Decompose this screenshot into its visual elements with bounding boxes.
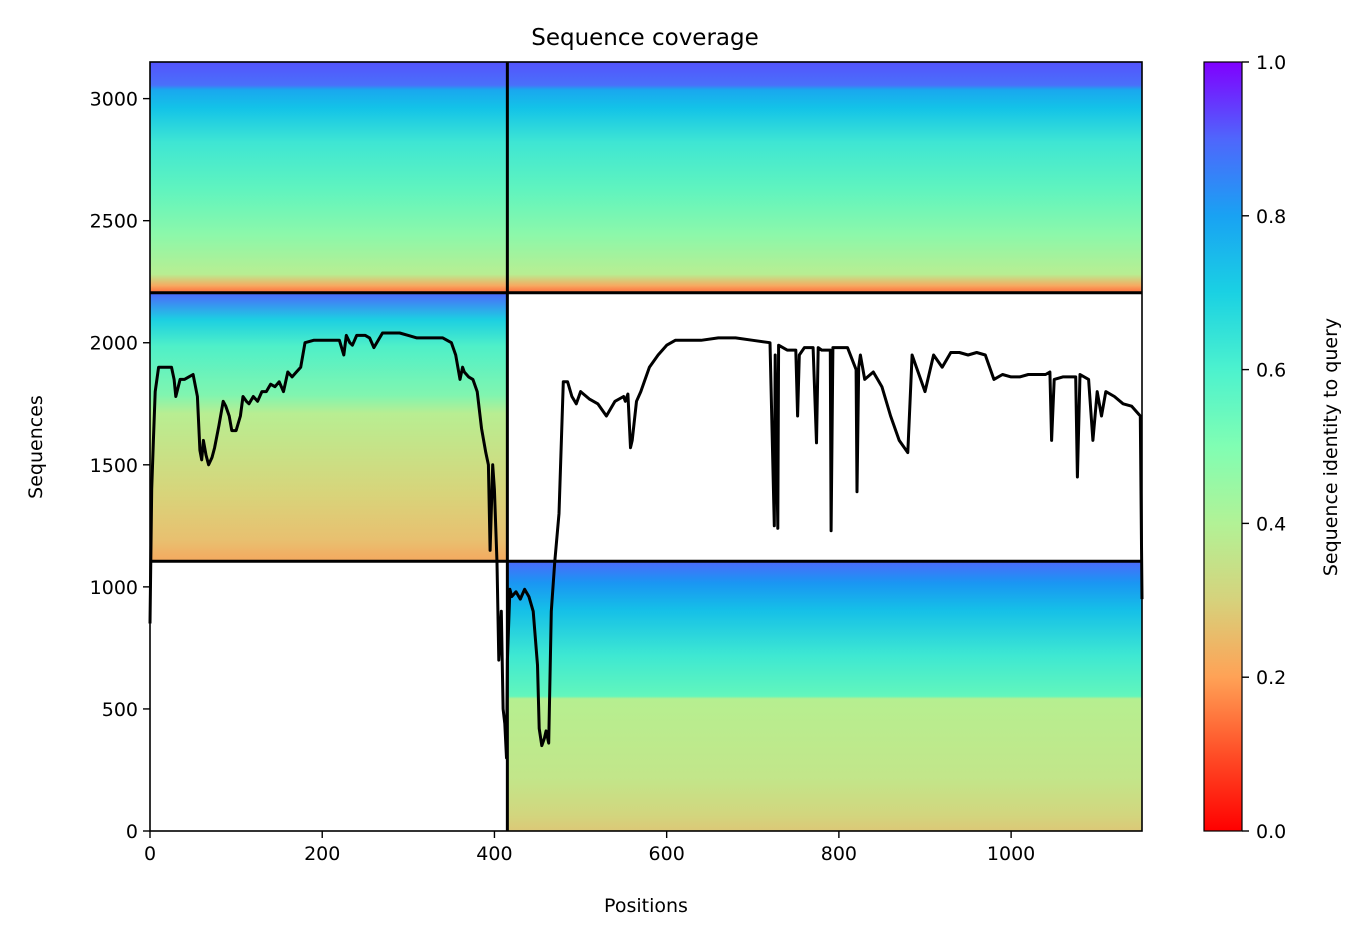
x-tick-label: 0 (144, 843, 156, 865)
colorbar (1203, 61, 1243, 832)
y-tick-label: 0 (126, 821, 138, 843)
coverage-blocks (150, 62, 1143, 831)
y-tick-label: 3000 (90, 89, 138, 111)
coverage-block (150, 292, 508, 562)
x-tick-label: 600 (649, 843, 685, 865)
chart-title: Sequence coverage (531, 25, 759, 51)
y-axis-ticks: 0 500 1000 1500 2000 2500 3000 (90, 89, 150, 843)
y-tick-label: 2500 (90, 211, 138, 233)
x-tick-label: 200 (304, 843, 340, 865)
colorbar-tick-label: 0.8 (1256, 206, 1286, 228)
y-tick-label: 1500 (90, 455, 138, 477)
x-axis-label: Positions (604, 895, 688, 917)
coverage-line-group (148, 331, 1144, 760)
y-tick-label: 1000 (90, 577, 138, 599)
y-axis-label: Sequences (25, 395, 47, 499)
x-tick-label: 800 (821, 843, 857, 865)
colorbar-tick-label: 0.0 (1256, 821, 1286, 843)
plot-frame (149, 61, 1143, 832)
coverage-block (507, 62, 1143, 293)
x-tick-label: 400 (476, 843, 512, 865)
colorbar-tick-label: 0.6 (1256, 360, 1286, 382)
y-tick-label: 500 (102, 699, 138, 721)
colorbar-tick-label: 0.2 (1256, 667, 1286, 689)
coverage-block (507, 561, 1143, 831)
x-axis-ticks: 0 200 400 600 800 1000 (144, 831, 1035, 865)
colorbar-ticks: 0.0 0.2 0.4 0.6 0.8 1.0 (1242, 52, 1286, 843)
colorbar-tick-label: 0.4 (1256, 513, 1286, 535)
x-tick-label: 1000 (987, 843, 1035, 865)
colorbar-tick-label: 1.0 (1256, 52, 1286, 74)
y-tick-label: 2000 (90, 333, 138, 355)
coverage-block (150, 62, 508, 293)
colorbar-label: Sequence identity to query (1320, 318, 1342, 576)
coverage-line (148, 331, 1144, 760)
